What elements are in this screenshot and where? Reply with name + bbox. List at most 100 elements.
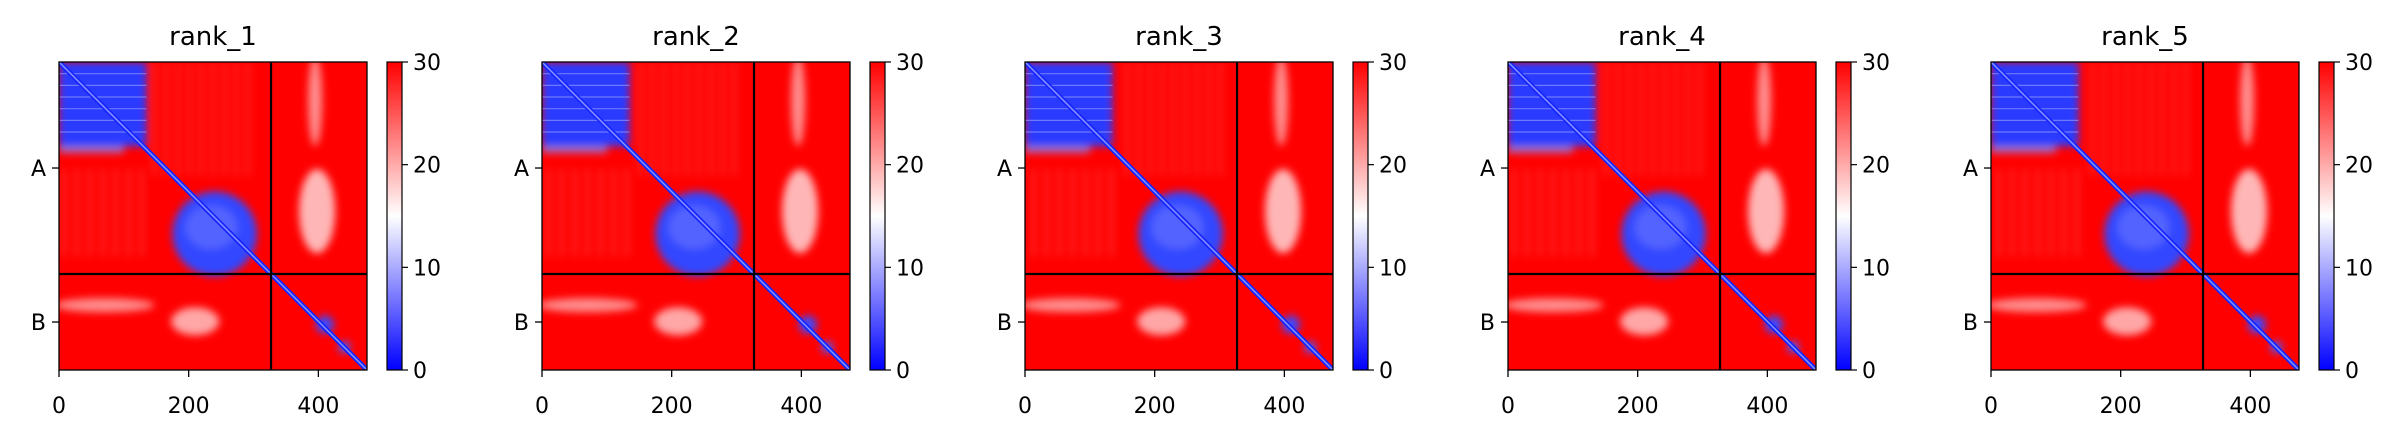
streak [199, 62, 203, 176]
streak [599, 168, 603, 257]
x-tick-label: 0 [1018, 394, 1032, 419]
streak [624, 168, 628, 257]
low-error-block [59, 146, 124, 153]
streak [2172, 62, 2176, 176]
blob [1757, 62, 1772, 146]
heatmap-features [59, 62, 351, 354]
streak [2036, 168, 2040, 257]
blob [1025, 298, 1121, 313]
diagonal-highlight [1025, 62, 1333, 370]
pae-panel-5: rank_5 0 200 400 A B 0 10 20 30 [1963, 22, 2373, 419]
x-tick-label: 0 [1501, 394, 1515, 419]
streak [1096, 168, 1100, 257]
diagonal-highlight [542, 62, 850, 370]
blob [1508, 298, 1604, 313]
streak [1525, 168, 1529, 257]
blob [299, 169, 336, 254]
pae-panel-1: rank_1 0 200 400 A B 0 10 20 30 [31, 22, 441, 419]
colorbar-tick-label: 20 [896, 154, 924, 179]
streak [732, 62, 736, 176]
streak [2184, 62, 2188, 176]
streak [1538, 168, 1542, 257]
streak [2114, 62, 2118, 176]
streak [2125, 62, 2129, 176]
colorbar-tick-label: 0 [1379, 359, 1393, 384]
streak [211, 62, 215, 176]
streak [2075, 168, 2079, 257]
colorbar-tick-label: 0 [1862, 359, 1876, 384]
streak [1512, 168, 1516, 257]
streak [720, 62, 724, 176]
colorbar-tick-label: 20 [2345, 154, 2373, 179]
streak [2102, 62, 2106, 176]
pae-heatmap [1508, 62, 1816, 370]
streak [1697, 62, 1701, 176]
x-tick-label: 200 [2100, 394, 2142, 419]
low-error-block [542, 146, 607, 153]
axes-frame [1990, 61, 2300, 371]
streak [127, 168, 131, 257]
low-error-block [1025, 146, 1090, 153]
streak [1045, 168, 1049, 257]
x-tick-label: 200 [651, 394, 693, 419]
pae-heatmap [1025, 62, 1333, 370]
streak [2010, 168, 2014, 257]
streak [114, 168, 118, 257]
colorbar-tick-label: 0 [896, 359, 910, 384]
colorbar [2318, 61, 2335, 371]
x-tick-label: 400 [1263, 394, 1305, 419]
streak [1058, 168, 1062, 257]
streak [1032, 168, 1036, 257]
streak [1109, 168, 1113, 257]
pae-heatmap [542, 62, 850, 370]
colorbar-tick-label: 30 [1379, 51, 1407, 76]
blob [1274, 62, 1289, 146]
blob [1748, 169, 1785, 254]
blob [2231, 169, 2268, 254]
chain-label: A [31, 157, 46, 182]
panel-title: rank_5 [2101, 22, 2189, 52]
streak [2160, 62, 2164, 176]
pae-heatmap [59, 62, 367, 370]
diagonal-highlight [1991, 62, 2299, 370]
streak [1125, 62, 1129, 176]
domain-blob [1151, 205, 1204, 250]
colorbar-tick-label: 10 [413, 256, 441, 281]
streak [2090, 62, 2094, 176]
streak [101, 168, 105, 257]
streak [1686, 62, 1690, 176]
chain-label: B [31, 311, 46, 336]
streak [1627, 62, 1631, 176]
streak [2149, 62, 2153, 176]
streak [223, 62, 227, 176]
low-error-block [1508, 146, 1573, 153]
domain-blob [185, 205, 238, 250]
x-tick-label: 400 [297, 394, 339, 419]
streak [140, 168, 144, 257]
pae-panel-3: rank_3 0 200 400 A B 0 10 20 30 [997, 22, 1407, 419]
x-tick-label: 400 [2229, 394, 2271, 419]
axes-frame [58, 61, 368, 371]
streak [176, 62, 180, 176]
colorbar-tick-label: 10 [1862, 256, 1890, 281]
axes-frame [1507, 61, 1817, 371]
streak [1071, 168, 1075, 257]
x-tick-label: 0 [535, 394, 549, 419]
streak [1148, 62, 1152, 176]
panel-title: rank_3 [1135, 22, 1223, 52]
streak [1564, 168, 1568, 257]
colorbar-tick-label: 10 [896, 256, 924, 281]
diagonal-highlight [59, 62, 367, 370]
colorbar [386, 61, 403, 371]
colorbar [1352, 61, 1369, 371]
streak [639, 62, 643, 176]
chain-label: A [997, 157, 1012, 182]
colorbar-tick-label: 30 [896, 51, 924, 76]
streak [586, 168, 590, 257]
streak [1183, 62, 1187, 176]
colorbar-tick-label: 20 [1379, 154, 1407, 179]
streak [547, 168, 551, 257]
blob [2240, 62, 2255, 146]
pae-heatmap [1991, 62, 2299, 370]
